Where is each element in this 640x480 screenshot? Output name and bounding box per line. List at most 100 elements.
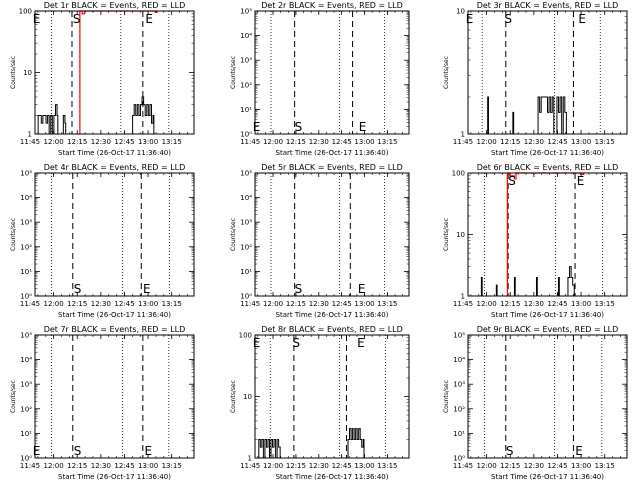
panel-det-8: Det 8r BLACK = Events, RED = LLD Counts/s… <box>230 325 410 480</box>
y-tick-label: 10³ <box>240 57 252 65</box>
panel-title: Det 6r BLACK = Events, RED = LLD <box>477 163 619 172</box>
y-tick-label: 10⁴ <box>453 356 465 364</box>
y-tick-label: 1 <box>248 455 252 463</box>
x-tick-label: 12:00 <box>263 138 283 146</box>
y-tick-label: 10 <box>456 231 465 239</box>
x-tick-label: 12:00 <box>44 462 64 470</box>
y-tick-label: 1 <box>461 293 465 301</box>
panel-det-6: Det 6r BLACK = Events, RED = LLD Counts/s… <box>443 163 628 319</box>
y-tick-label: 100 <box>239 332 252 340</box>
x-axis-label: Start Time (26-Oct-17 11:36:40) <box>491 311 604 319</box>
start-marker: S <box>74 444 82 458</box>
x-tick-label: 12:15 <box>67 300 87 308</box>
events-series <box>258 428 365 459</box>
y-tick-label: 10³ <box>20 381 32 389</box>
y-axis-label: Counts/sec <box>443 56 450 89</box>
plot-frame <box>254 334 410 459</box>
y-tick-label: 10⁰ <box>453 455 465 463</box>
plot-frame <box>467 334 628 459</box>
x-tick-label: 13:00 <box>354 462 374 470</box>
x-tick-label: 12:45 <box>332 300 352 308</box>
plot-frame <box>34 334 195 459</box>
x-tick-label: 12:45 <box>114 300 134 308</box>
x-tick-label: 12:30 <box>524 462 544 470</box>
events-series <box>37 96 155 135</box>
plot-frame <box>467 10 628 135</box>
y-tick-label: 10 <box>243 393 252 401</box>
panel-title: Det 5r BLACK = Events, RED = LLD <box>261 163 403 172</box>
panel-det-3: Det 3r BLACK = Events, RED = LLD Counts/s… <box>443 1 628 157</box>
y-tick-label: 10⁰ <box>20 455 32 463</box>
x-axis-label: Start Time (26-Oct-17 11:36:40) <box>276 311 389 319</box>
end-marker: E <box>253 120 261 134</box>
y-axis-label: Counts/sec <box>443 218 450 251</box>
start-marker: S <box>295 282 303 296</box>
start-marker: S <box>508 174 516 188</box>
y-tick-label: 10⁵ <box>240 170 252 178</box>
x-tick-label: 12:45 <box>114 462 134 470</box>
end-marker: E <box>145 12 153 26</box>
y-tick-label: 10⁵ <box>453 332 465 340</box>
end-marker: E <box>577 174 585 188</box>
y-tick-label: 10¹ <box>20 268 32 276</box>
x-tick-label: 12:15 <box>500 462 520 470</box>
x-tick-label: 12:45 <box>547 300 567 308</box>
end-marker: E <box>575 444 583 458</box>
x-tick-label: 12:30 <box>91 138 111 146</box>
x-axis-label: Start Time (26-Oct-17 11:36:40) <box>491 149 604 157</box>
x-tick-label: 11:45 <box>453 462 473 470</box>
plot-frame <box>34 172 195 297</box>
y-axis-label: Counts/sec <box>10 218 17 251</box>
x-tick-label: 12:30 <box>309 300 329 308</box>
x-tick-label: 12:45 <box>332 138 352 146</box>
x-tick-label: 13:15 <box>595 300 615 308</box>
y-tick-label: 10² <box>453 405 465 413</box>
y-tick-label: 100 <box>452 170 465 178</box>
x-tick-label: 12:00 <box>477 462 497 470</box>
x-tick-label: 12:15 <box>286 138 306 146</box>
plot-frame <box>467 172 628 297</box>
x-tick-label: 13:15 <box>377 300 397 308</box>
panel-title: Det 4r BLACK = Events, RED = LLD <box>44 163 186 172</box>
x-tick-label: 13:15 <box>377 138 397 146</box>
y-tick-label: 10⁵ <box>20 332 32 340</box>
plot-frame <box>254 172 410 297</box>
x-tick-label: 12:45 <box>547 462 567 470</box>
x-tick-label: 12:15 <box>286 462 306 470</box>
y-tick-label: 10³ <box>240 219 252 227</box>
y-axis-label: Counts/sec <box>230 380 237 413</box>
start-marker: S <box>292 336 300 350</box>
plot-frame <box>34 10 195 135</box>
y-tick-label: 10² <box>240 81 252 89</box>
x-axis-label: Start Time (26-Oct-17 11:36:40) <box>276 473 389 480</box>
start-marker: S <box>506 444 514 458</box>
end-marker: E <box>33 12 41 26</box>
panel-title: Det 1r BLACK = Events, RED = LLD <box>44 1 186 10</box>
x-tick-label: 13:15 <box>377 462 397 470</box>
x-tick-label: 13:15 <box>595 462 615 470</box>
start-marker: S <box>74 282 82 296</box>
x-tick-label: 11:45 <box>453 138 473 146</box>
y-tick-label: 10² <box>240 243 252 251</box>
y-tick-label: 10⁰ <box>20 293 32 301</box>
start-marker: S <box>504 12 512 26</box>
x-tick-label: 13:00 <box>571 138 591 146</box>
y-tick-label: 10¹ <box>453 430 465 438</box>
y-tick-label: 10 <box>456 8 465 16</box>
x-axis-label: Start Time (26-Oct-17 11:36:40) <box>58 149 171 157</box>
y-tick-label: 10⁴ <box>240 194 252 202</box>
events-series <box>480 266 575 297</box>
plot-frame <box>254 10 410 135</box>
y-tick-label: 10⁰ <box>240 293 252 301</box>
y-tick-label: 10³ <box>20 219 32 227</box>
events-series <box>487 96 567 135</box>
x-tick-label: 13:15 <box>162 462 182 470</box>
x-axis-label: Start Time (26-Oct-17 11:36:40) <box>58 473 171 480</box>
y-tick-label: 10³ <box>453 381 465 389</box>
y-tick-label: 10 <box>23 69 32 77</box>
x-tick-label: 11:45 <box>240 300 260 308</box>
y-tick-label: 10² <box>20 405 32 413</box>
y-tick-label: 10¹ <box>20 430 32 438</box>
x-tick-label: 12:00 <box>477 300 497 308</box>
x-tick-label: 13:15 <box>162 300 182 308</box>
